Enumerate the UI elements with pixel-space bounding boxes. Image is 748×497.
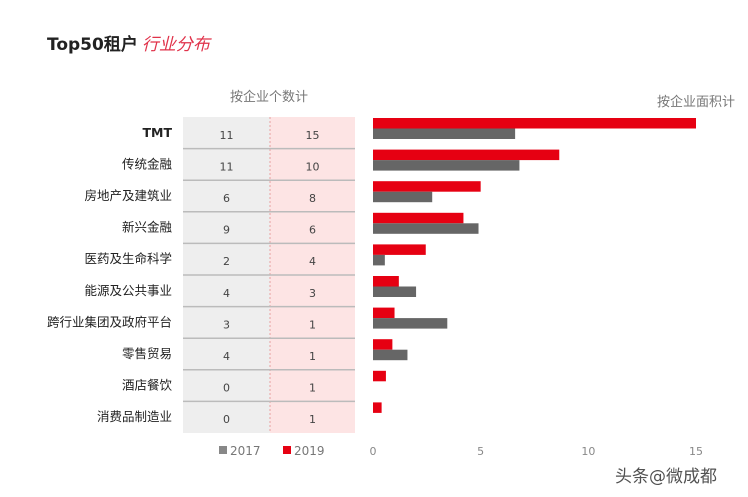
category-label: 新兴金融 [122,220,173,235]
bar-2017 [373,128,516,139]
category-label: 酒店餐饮 [122,378,173,393]
legend-label-2017: 2017 [230,444,261,458]
bar-2019 [373,181,481,192]
count-2017: 0 [223,382,230,395]
bar-2019 [373,370,386,382]
count-2019: 3 [309,287,316,300]
bar-2017 [373,254,385,266]
watermark: 头条@微成都 [615,467,717,487]
legend-label-2019: 2019 [294,444,325,458]
count-2017: 0 [223,413,230,426]
count-2019: 1 [309,318,316,331]
count-2019: 8 [309,192,316,205]
count-2019: 10 [306,160,320,173]
x-tick-label: 15 [689,445,703,458]
bar-2019 [373,276,399,287]
count-2017: 9 [223,224,230,237]
count-2017: 11 [220,160,234,173]
bar-2017 [373,223,479,234]
category-label: 消费品制造业 [97,409,172,424]
bar-2017 [373,160,520,171]
bar-2017 [373,318,448,329]
x-tick-label: 0 [370,445,377,458]
count-2017: 6 [223,192,230,205]
title-handwritten: 行业分布 [141,35,210,55]
bar-2019 [373,402,382,413]
bar-2019 [373,307,395,319]
category-label: 零售贸易 [122,346,172,361]
table-title: 按企业个数计 [230,89,308,105]
count-2019: 1 [309,350,316,363]
count-2017: 3 [223,318,230,331]
bar-2019 [373,212,464,224]
count-2019: 6 [309,224,316,237]
count-2017: 2 [223,255,230,268]
bar-2017 [373,286,417,297]
category-label: 能源及公共事业 [84,283,172,298]
category-label: 跨行业集团及政府平台 [47,314,172,329]
legend-swatch-2017 [219,446,227,454]
bar-2017 [373,349,408,361]
category-label: 医药及生命科学 [84,251,172,266]
bar-2019 [373,118,696,129]
title-prefix: Top50租户 [47,35,138,55]
count-2019: 15 [306,129,320,142]
category-label: 传统金融 [122,156,173,171]
bar-2019 [373,339,393,350]
category-label: TMT [143,125,173,140]
count-2017: 11 [220,129,234,142]
count-2019: 1 [309,413,316,426]
count-2019: 1 [309,382,316,395]
count-2017: 4 [223,287,230,300]
x-tick-label: 10 [581,445,595,458]
x-tick-label: 5 [477,445,484,458]
chart-title: Top50租户 行业分布 [47,30,210,55]
count-2017: 4 [223,350,230,363]
bar-2019 [373,149,560,161]
legend-swatch-2019 [283,446,291,454]
count-2019: 4 [309,255,316,268]
bar-chart-title: 按企业面积计 [657,94,735,110]
bar-2019 [373,244,426,255]
category-label: 房地产及建筑业 [84,188,172,203]
bar-2017 [373,191,433,203]
